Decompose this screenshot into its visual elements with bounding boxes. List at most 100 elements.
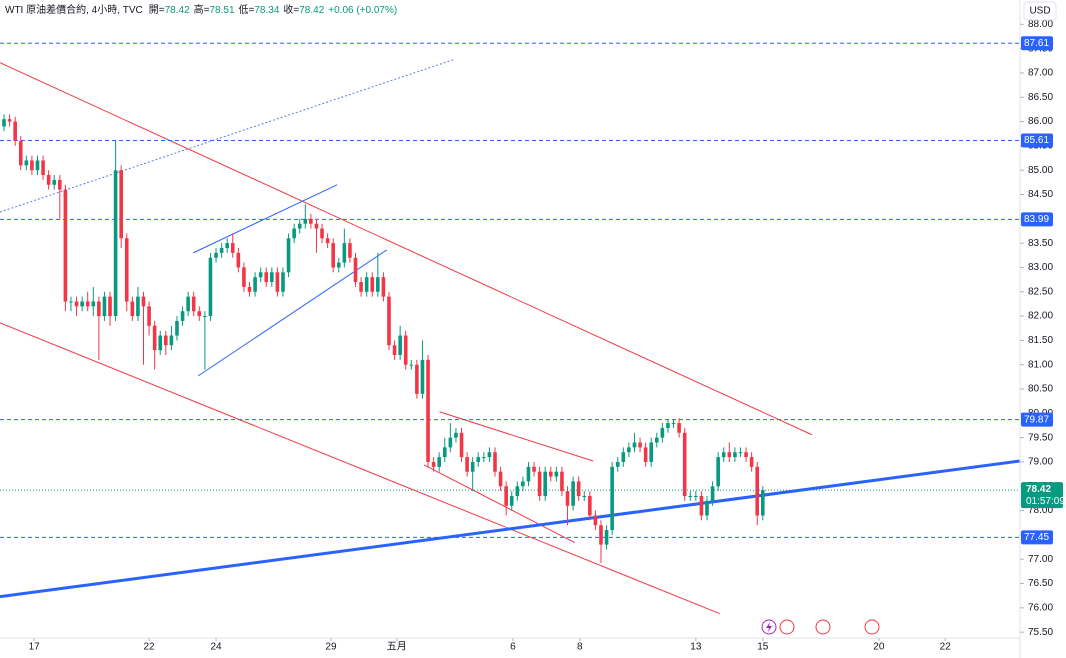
trend-line: [192, 184, 338, 254]
header-text: 78.42: [299, 5, 324, 16]
candle-body: [448, 437, 453, 448]
candle-body: [197, 311, 202, 317]
countdown-label: 01:57:09: [1026, 496, 1065, 507]
header-text: 收=: [283, 3, 299, 16]
candle-body: [46, 175, 51, 185]
candle-body: [124, 238, 129, 302]
lightning-icon: [766, 622, 772, 632]
last-price-box: [1021, 482, 1063, 509]
candle-body: [35, 160, 40, 171]
flag-icon[interactable]: [864, 619, 880, 635]
level-label-box: [1021, 412, 1053, 427]
y-tick-label: 79.50: [1028, 432, 1053, 443]
candle-body: [671, 423, 676, 425]
candle-body: [420, 359, 425, 394]
candle-body: [649, 442, 654, 462]
candle-body: [58, 179, 62, 190]
candle-body: [376, 277, 380, 292]
flag-icon[interactable]: [815, 619, 831, 635]
trend-line: [423, 464, 576, 544]
candle-body: [102, 296, 107, 317]
candle-body: [113, 170, 118, 317]
candle-body: [253, 277, 257, 292]
level-label: 83.99: [1024, 214, 1049, 225]
candle-body: [526, 466, 531, 482]
candle-body: [297, 223, 302, 229]
candle-body: [654, 437, 659, 443]
candle-body: [403, 335, 408, 365]
candle-body: [470, 461, 475, 472]
candle-body: [141, 296, 146, 307]
candle-body: [638, 442, 642, 448]
candle-body: [682, 432, 687, 497]
plot-area: [0, 42, 1021, 615]
candle-body: [41, 160, 45, 176]
candle-body: [627, 447, 631, 453]
y-tick-label: 87.00: [1028, 68, 1053, 79]
candle-body: [398, 335, 402, 355]
candle-body: [582, 496, 587, 498]
candle-body: [214, 252, 218, 258]
x-tick-label: 6: [510, 642, 516, 653]
y-tick-label: 78.00: [1028, 505, 1053, 516]
candle-body: [487, 452, 492, 458]
candle-body: [370, 277, 375, 292]
candle-body: [331, 243, 335, 268]
candle-body: [364, 277, 369, 292]
candle-body: [24, 160, 29, 166]
flag-icon[interactable]: [779, 619, 795, 635]
candle-body: [476, 457, 481, 462]
candle-body: [415, 364, 419, 394]
candle-body: [744, 452, 748, 458]
candle-body: [543, 471, 548, 497]
candle-body: [615, 461, 620, 467]
y-tick-label: 82.50: [1028, 286, 1053, 297]
candle-body: [459, 432, 464, 458]
candle-body: [694, 496, 698, 498]
candle-body: [52, 179, 57, 185]
candle-body: [716, 457, 720, 487]
candle-body: [548, 471, 553, 477]
candle-body: [85, 301, 90, 307]
candle-body: [699, 496, 704, 516]
candle-body: [208, 257, 213, 317]
candle-body: [554, 471, 559, 477]
candle-body: [521, 481, 525, 487]
y-tick-label: 81.50: [1028, 335, 1053, 346]
candle-body: [431, 461, 436, 467]
candle-body: [281, 272, 285, 292]
candle-body: [275, 272, 280, 292]
candle-body: [348, 243, 352, 258]
y-tick-label: 83.00: [1028, 262, 1053, 273]
candle-body: [63, 189, 68, 302]
candle-body: [130, 301, 135, 317]
x-tick-label: 22: [940, 642, 952, 653]
candle-body: [342, 243, 347, 263]
candle-body: [270, 272, 274, 283]
level-label: 77.45: [1024, 532, 1049, 543]
x-tick-label: 15: [757, 642, 769, 653]
candle-body: [593, 515, 598, 526]
y-tick-label: 76.50: [1028, 578, 1053, 589]
x-tick-label: 五月: [387, 641, 407, 653]
level-label-box: [1021, 36, 1053, 51]
candle-body: [760, 490, 765, 516]
candle-body: [119, 170, 123, 239]
candle-body: [465, 457, 469, 472]
candle-body: [158, 335, 163, 351]
currency-label[interactable]: USD: [1029, 6, 1050, 17]
header-text: WTI 原油差價合約, 4小時, TVC: [5, 3, 143, 16]
candle-body: [688, 496, 693, 498]
y-tick-label: 77.00: [1028, 554, 1053, 565]
y-tick-label: 76.00: [1028, 602, 1053, 613]
currency-button[interactable]: [1023, 1, 1057, 21]
candle-body: [80, 301, 84, 307]
candle-body: [749, 457, 754, 467]
candle-body: [7, 119, 12, 122]
candle-body: [314, 223, 319, 229]
candle-body: [74, 301, 79, 307]
candle-body: [504, 486, 508, 506]
candle-body: [576, 481, 581, 497]
candle-body: [164, 335, 168, 346]
candle-body: [560, 471, 564, 492]
